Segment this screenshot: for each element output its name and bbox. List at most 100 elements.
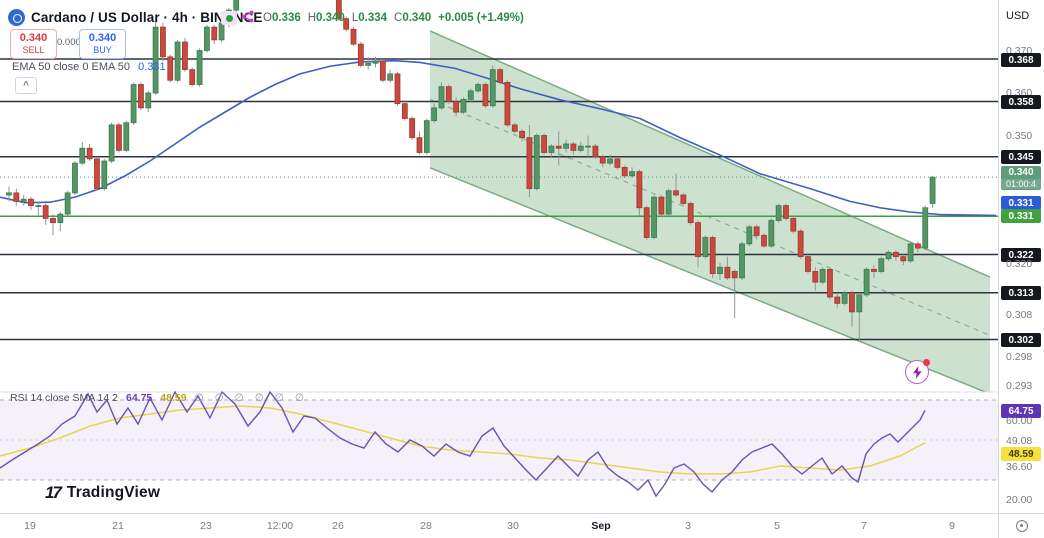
candle: [482, 84, 489, 107]
time-axis-label: 26: [332, 520, 344, 532]
price-axis[interactable]: USD 0.370 0.368 0.360 0.358 0.350 0.345 0.340 0…: [998, 0, 1044, 513]
time-axis[interactable]: 19 21 23 12:00 26 28 30 Sep 3 5 7 9: [0, 513, 998, 538]
candle: [841, 292, 848, 304]
candle: [86, 147, 93, 160]
candle: [673, 190, 679, 196]
high-label: H: [307, 12, 317, 24]
buy-price: 0.340: [88, 32, 117, 44]
tradingview-logo[interactable]: 17 TradingView: [45, 483, 160, 503]
buy-button[interactable]: 0.340 BUY: [79, 29, 126, 59]
channel-lower-line: [429, 167, 988, 392]
sell-button[interactable]: 0.340 SELL: [10, 29, 57, 59]
candle: [680, 194, 687, 204]
lightning-bolt-icon: [912, 365, 922, 379]
high-value: 0.340: [316, 12, 345, 24]
candle: [783, 205, 789, 219]
candle: [35, 205, 42, 208]
candle: [372, 60, 379, 64]
candle: [489, 69, 496, 107]
candle: [885, 251, 892, 260]
candle: [504, 81, 511, 126]
ema50-line: [0, 59, 997, 217]
candle: [746, 226, 753, 245]
time-axis-label: 30: [507, 520, 519, 532]
price-axis-badge: 0.302: [1001, 333, 1041, 347]
price-axis-badge: 64.75: [1001, 404, 1041, 418]
close-label: C: [394, 12, 403, 24]
drawing-flash-icon[interactable]: [905, 359, 930, 384]
candle: [724, 266, 731, 279]
time-axis-label: 3: [685, 520, 691, 532]
candle: [6, 192, 12, 196]
candle: [621, 166, 628, 177]
price-axis-badge: 0.340 01:00:4: [1001, 166, 1041, 190]
candle: [174, 41, 181, 81]
spread-value: 0.000: [57, 37, 81, 48]
candle: [548, 145, 555, 153]
price-axis-tick: 0.350: [1006, 130, 1033, 142]
candle: [871, 268, 877, 272]
candle: [64, 192, 71, 215]
candle: [519, 130, 525, 139]
candle: [211, 26, 218, 41]
candle: [94, 158, 100, 190]
chart-settings-gear-icon[interactable]: [1016, 520, 1028, 532]
rsi-hidden-values: ∅ ∅ ∅ ∅ ∅ ∅: [194, 392, 309, 404]
ohlc-readout: O0.336 H0.340 L0.334 C0.340 +0.005 (+1.4…: [263, 12, 524, 24]
price-axis-tick: 36.60: [1006, 461, 1033, 473]
candle: [189, 69, 196, 85]
price-axis-badge: 0.345: [1001, 150, 1041, 164]
candle: [929, 176, 936, 204]
market-status-chip[interactable]: [221, 11, 237, 25]
candle: [467, 90, 474, 100]
candle: [233, 0, 240, 11]
candles-group: [6, 0, 936, 342]
candle: [563, 143, 569, 149]
time-axis-label: 12:00: [266, 520, 294, 532]
candle: [702, 237, 709, 258]
cardano-logo-icon: [8, 9, 25, 26]
candle: [460, 98, 467, 113]
candle: [893, 251, 899, 258]
price-axis-badge: 0.358: [1001, 95, 1041, 109]
candle: [922, 207, 929, 249]
candle: [101, 160, 108, 190]
tradingview-logo-text: TradingView: [66, 484, 161, 501]
price-chart-canvas[interactable]: [0, 0, 998, 513]
low-label: L: [351, 12, 359, 24]
candle: [687, 203, 694, 224]
candle: [761, 234, 767, 247]
candle: [387, 73, 394, 81]
price-axis-tick: 0.293: [1006, 380, 1033, 392]
candle: [196, 50, 203, 85]
symbol-title[interactable]: Cardano / US Dollar · 4h · BINANCE: [31, 10, 263, 25]
chevron-up-icon: ^: [23, 80, 29, 91]
candle: [475, 84, 482, 92]
candle: [138, 84, 144, 109]
candle: [365, 62, 372, 66]
collapse-legend-button[interactable]: ^: [15, 77, 37, 94]
time-axis-label: 7: [861, 520, 867, 532]
candle: [555, 145, 562, 149]
candle: [629, 171, 635, 177]
candle: [827, 268, 833, 298]
candle: [907, 243, 914, 262]
channel-upper-line: [429, 30, 991, 278]
ema-indicator-legend[interactable]: EMA 50 close 0 EMA 50 0.331: [12, 61, 166, 73]
candle: [739, 243, 745, 279]
candle: [614, 158, 621, 168]
candle: [123, 122, 130, 151]
rsi-indicator-legend[interactable]: RSI 14 close SMA 14 2 64.75 48.59 ∅ ∅ ∅ …: [10, 392, 308, 404]
candle: [497, 69, 504, 83]
share-icon[interactable]: [241, 10, 254, 28]
candle: [72, 162, 78, 194]
candle: [753, 226, 760, 236]
candle: [636, 171, 643, 209]
candle: [607, 158, 613, 164]
candle: [797, 230, 804, 258]
price-axis-badge: 0.368: [1001, 53, 1041, 67]
candle: [570, 143, 577, 151]
candle: [526, 137, 533, 190]
candle: [709, 237, 716, 275]
